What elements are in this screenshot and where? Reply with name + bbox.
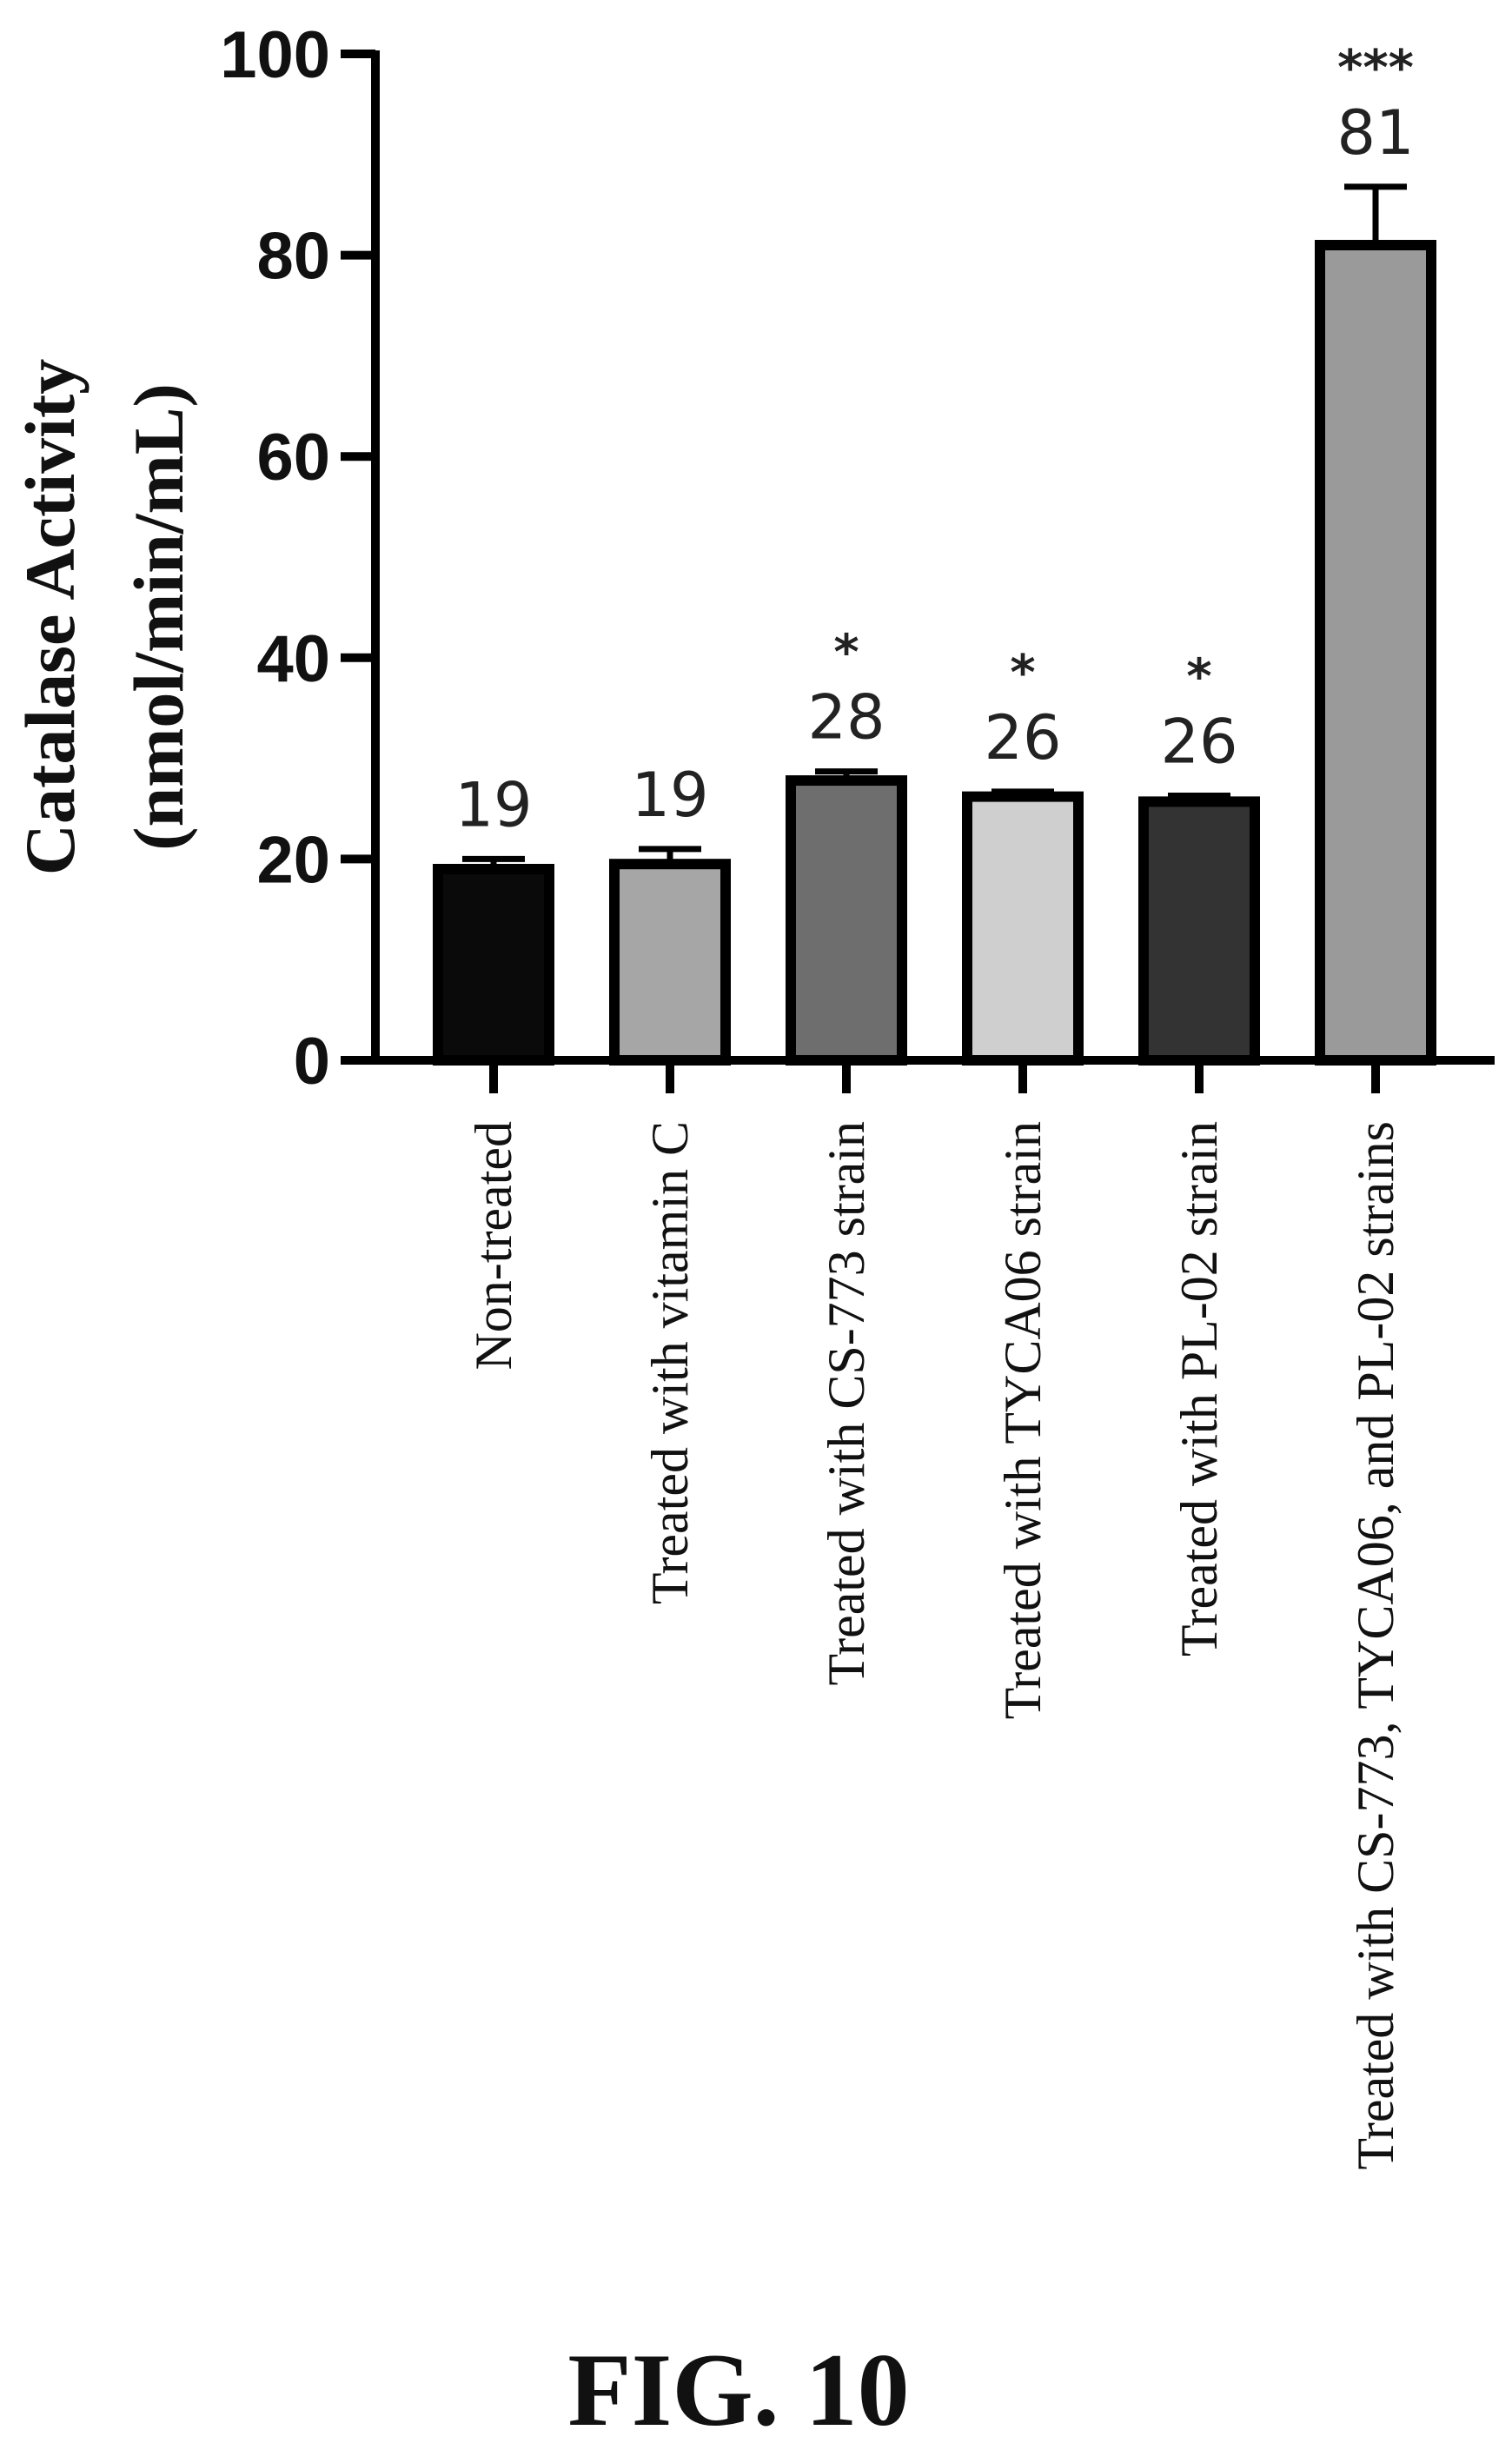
bars	[433, 183, 1436, 1066]
category-label: Treated with TYCA06 strain	[994, 1121, 1051, 1719]
y-tick-label: 60	[256, 421, 330, 495]
y-axis-title-line1: Catalase Activity	[10, 359, 90, 875]
significance-marker: *	[1186, 648, 1211, 705]
category-label: Treated with vitamin C	[641, 1121, 699, 1604]
bar	[609, 859, 731, 1066]
y-tick-label: 80	[256, 220, 330, 294]
bar	[1138, 796, 1260, 1066]
axes	[371, 50, 1495, 1065]
y-tick-label: 20	[256, 823, 330, 897]
significance-marker: *	[833, 625, 859, 681]
y-axis-title: Catalase Activity (nmol/min/mL)	[10, 359, 198, 875]
data-label: 28	[807, 682, 885, 754]
category-label: Treated with PL-02 strain	[1170, 1121, 1228, 1657]
data-label: 26	[984, 702, 1061, 774]
bar	[433, 863, 554, 1066]
y-axis-ticks: 0 20 40 60 80 100	[220, 18, 375, 1099]
y-axis-title-line2: (nmol/min/mL)	[119, 383, 198, 851]
y-tick-label: 100	[220, 18, 330, 92]
category-label: Treated with CS-773, TYCA06, and PL-02 s…	[1347, 1121, 1404, 2170]
significance-marker: ***	[1337, 40, 1414, 96]
bar	[962, 791, 1084, 1066]
y-tick-label: 40	[256, 622, 330, 696]
data-label: 19	[631, 760, 708, 831]
category-labels: Non-treated Treated with vitamin C Treated…	[465, 1060, 1404, 2170]
category-label: Non-treated	[465, 1121, 522, 1371]
y-tick-label: 0	[294, 1025, 330, 1099]
bar	[786, 775, 907, 1066]
data-label: 26	[1160, 706, 1237, 777]
figure-label: FIG. 10	[567, 2332, 909, 2447]
significance-marker: *	[1010, 645, 1035, 701]
data-label: 81	[1336, 97, 1414, 169]
category-label: Treated with CS-773 strain	[818, 1121, 875, 1685]
bar	[1315, 240, 1436, 1066]
data-label: 19	[454, 769, 532, 840]
